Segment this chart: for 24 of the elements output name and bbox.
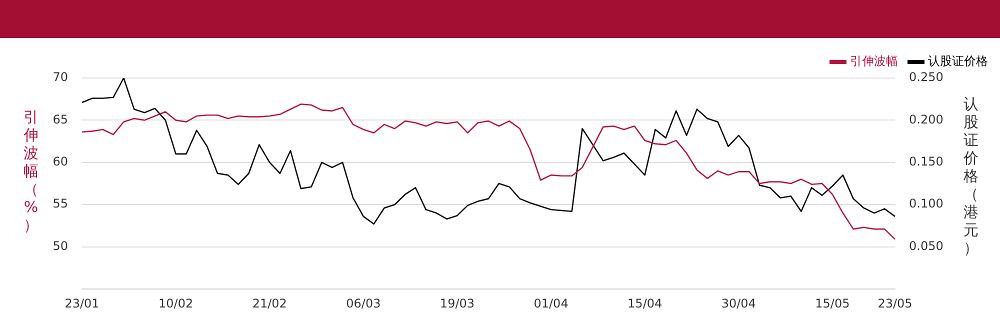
x-tick-label: 19/03 bbox=[440, 296, 475, 310]
x-tick-label: 10/02 bbox=[158, 296, 194, 310]
y2-tick-label: 0.150 bbox=[909, 154, 944, 169]
y2-tick-label: 0.200 bbox=[909, 112, 944, 126]
y-tick-label: 60 bbox=[52, 154, 68, 169]
y2-tick-label: 0.100 bbox=[909, 196, 944, 211]
y-tick-label: 70 bbox=[52, 70, 68, 84]
legend-label: 认股证价格 bbox=[928, 54, 988, 68]
y-axis-title: 引伸波幅（%） bbox=[22, 108, 40, 234]
x-tick-label: 01/04 bbox=[534, 296, 568, 310]
y-tick-label: 50 bbox=[52, 238, 68, 253]
y-tick-label: 55 bbox=[52, 196, 68, 211]
x-tick-label: 23/01 bbox=[64, 296, 100, 310]
x-tick-label: 06/03 bbox=[346, 296, 381, 310]
x-tick-label: 30/04 bbox=[721, 296, 756, 310]
y2-tick-label: 0.250 bbox=[909, 70, 944, 84]
x-tick-label: 23/05 bbox=[878, 296, 912, 310]
y2-tick-label: 0.050 bbox=[909, 238, 944, 253]
y-tick-label: 65 bbox=[52, 112, 68, 126]
x-tick-label: 15/05 bbox=[815, 296, 850, 310]
legend-label: 引伸波幅 bbox=[850, 54, 898, 68]
x-tick-label: 15/04 bbox=[628, 296, 662, 310]
x-tick-label: 21/02 bbox=[252, 296, 287, 310]
text: 认股证价格（港元） bbox=[964, 95, 978, 257]
